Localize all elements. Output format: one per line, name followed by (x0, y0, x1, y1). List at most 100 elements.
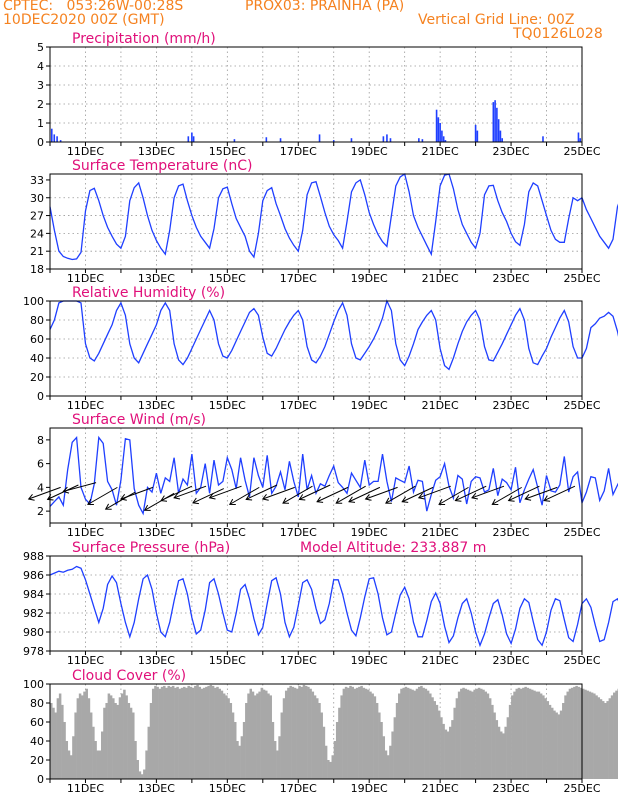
cloud-bar (579, 687, 583, 779)
cloud-bar (550, 707, 554, 779)
cloud-bar (335, 722, 339, 779)
precip-bar (492, 102, 495, 142)
wind-arrow-shaft (508, 485, 540, 502)
cloud-ytick-label: 0 (37, 773, 44, 786)
cloud-bar (599, 699, 603, 779)
cloud-bar (491, 704, 494, 779)
cloud-bar (302, 684, 306, 779)
cloud-bar (56, 698, 60, 779)
cloud-bar (466, 689, 470, 779)
precip-bar (350, 138, 353, 142)
cloud-bar (333, 741, 337, 779)
cloud-bar (398, 693, 401, 779)
pres-xtick-label: 23DEC (493, 654, 530, 667)
header: CPTEC: 053:26W-00:28S PROX03: PRAINHA (P… (0, 0, 618, 46)
wind-arrow-head (173, 492, 181, 500)
pres-ytick-label: 984 (23, 588, 44, 601)
wind-arrow-shaft (144, 492, 175, 511)
cloud-bar (429, 693, 432, 779)
temp-ytick-label: 33 (30, 174, 44, 187)
precip-xtick-label: 23DEC (493, 145, 530, 158)
cloud-bar (165, 687, 168, 779)
wind-arrow (104, 491, 136, 510)
cloud-ytick-label: 80 (30, 697, 44, 710)
cloud-bar (340, 695, 343, 779)
cloud-bar (94, 741, 97, 779)
cloud-bar (147, 726, 151, 779)
wind-arrow-shaft (209, 485, 242, 499)
rh-panel: 0 20 40 60 80 100 11DEC 13DEC 15DEC 17DEC 19DEC 21D… (23, 285, 618, 412)
pres-ytick-label: 986 (23, 569, 44, 582)
cloud-bar (542, 695, 545, 779)
precip-bar (332, 140, 335, 142)
wind-arrow-shaft (455, 485, 487, 502)
wind-arrow-shaft (192, 488, 224, 504)
rh-frame (49, 300, 583, 397)
cloud-bar (502, 733, 505, 779)
cloud-bar (191, 687, 195, 779)
cloud-bar (271, 722, 275, 779)
cloud-bar (595, 695, 598, 779)
cloud-bar (307, 686, 310, 779)
precip-bar (501, 138, 503, 142)
wind-arrow (208, 485, 242, 500)
precip-bar (56, 136, 58, 142)
cloud-bar (253, 695, 257, 779)
cloud-bar (174, 687, 177, 779)
wind-arrow-shaft (245, 484, 278, 500)
precip-bar (265, 137, 268, 142)
wind-arrow-head (245, 494, 253, 501)
wind-xtick-label: 15DEC (209, 526, 246, 539)
cloud-bar (183, 686, 186, 779)
wind-arrow-head (208, 492, 216, 500)
cloud-bar (313, 695, 317, 779)
cloud-bar (85, 688, 88, 779)
precip-bar (382, 136, 385, 142)
cloud-bar (105, 703, 108, 779)
wind-arrow-shaft (299, 484, 331, 500)
cloud-bar (96, 750, 100, 779)
wind-arrow-head (417, 492, 425, 500)
precip-ytick-label: 2 (37, 98, 44, 111)
cloud-bar (229, 703, 233, 779)
wind-arrow-head (507, 495, 515, 502)
station-name: PROX03: PRAINHA (PA) (245, 0, 405, 14)
cloud-bar (468, 690, 472, 779)
precip-bar (386, 134, 388, 142)
rh-ytick-label: 80 (30, 314, 44, 327)
cloud-bar (249, 688, 253, 779)
cloud-bar (440, 717, 443, 779)
cloud-bar (114, 703, 117, 779)
cloud-bar (539, 693, 543, 779)
wind-arrow-head (316, 496, 324, 503)
cloud-bar (169, 686, 173, 779)
precip-bar (444, 140, 447, 142)
temp-title: Surface Temperature (nC) (72, 158, 253, 174)
cloud-bar (384, 750, 388, 779)
rh-ytick-label: 0 (37, 390, 44, 403)
cloud-bar (258, 691, 261, 779)
cloud-bar (216, 686, 219, 779)
cloud-bar (236, 741, 239, 779)
cloud-bar (615, 690, 618, 779)
cloud-bar (506, 717, 510, 779)
cloud-bar (504, 726, 507, 779)
cloud-bar (577, 686, 581, 779)
rh-ytick-label: 20 (30, 371, 44, 384)
wind-arrow-head (27, 493, 35, 501)
wind-arrow-head (454, 495, 462, 502)
cloud-bar (369, 691, 372, 779)
cloud-bar (129, 707, 133, 779)
cloud-bar (422, 687, 425, 779)
cloud-bar (83, 691, 86, 779)
rh-xtick-label: 13DEC (138, 399, 175, 412)
wind-arrow-shaft (87, 486, 118, 505)
cloud-bar (522, 687, 525, 779)
cloud-xtick-label: 15DEC (209, 782, 246, 795)
cloud-bar (513, 691, 516, 779)
cloud-bar (424, 688, 428, 779)
cloud-title: Cloud Cover (%) (72, 668, 186, 684)
temp-ytick-label: 21 (30, 245, 44, 258)
cloud-bar (140, 774, 144, 779)
temp-xtick-label: 21DEC (422, 272, 459, 285)
